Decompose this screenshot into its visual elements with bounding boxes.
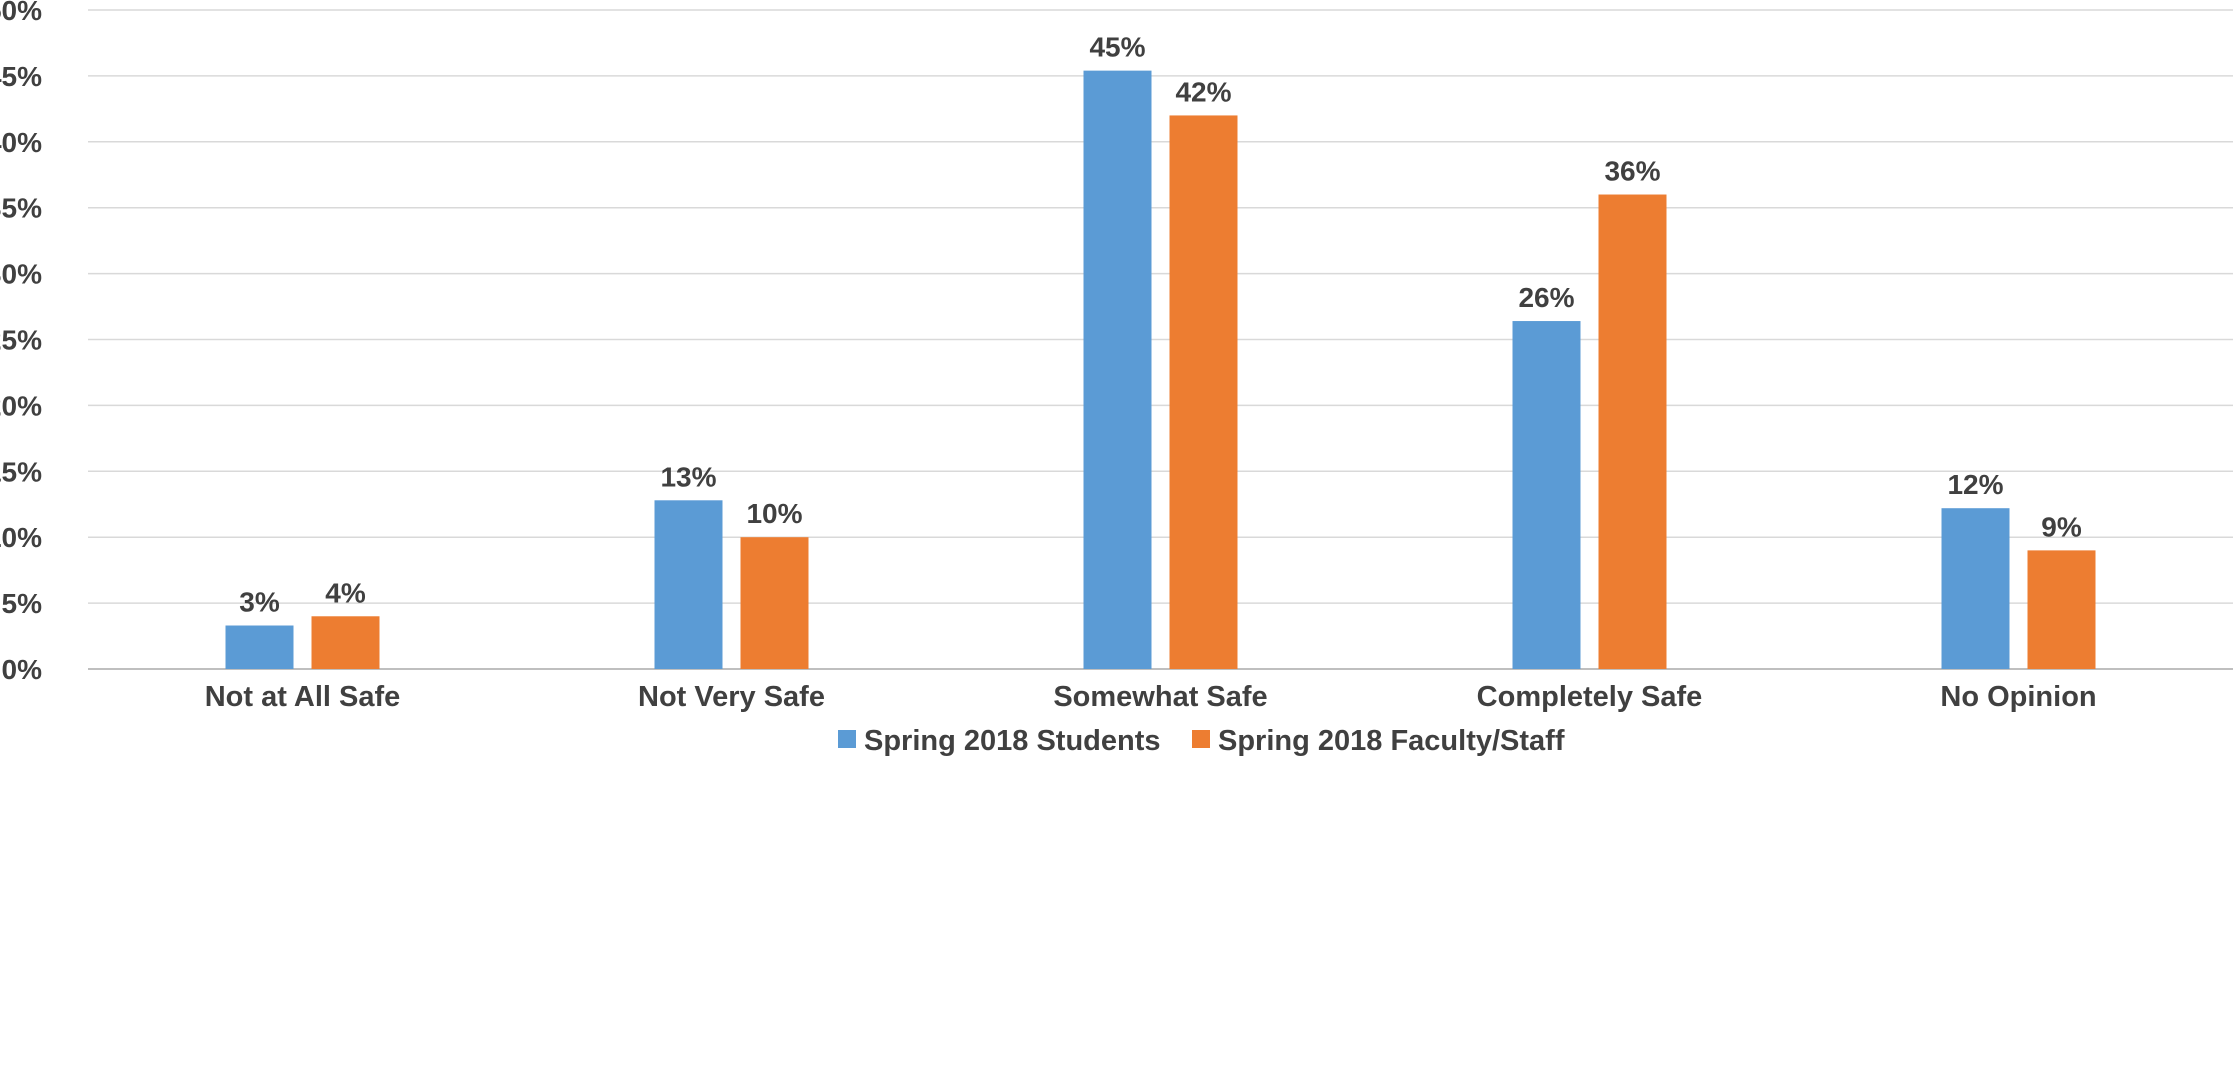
gridlines <box>88 9 2233 670</box>
bar <box>1512 321 1581 669</box>
bar <box>311 616 380 669</box>
legend: Spring 2018 Students Spring 2018 Faculty/… <box>838 725 1565 757</box>
bar <box>1598 194 1667 669</box>
y-tick-label: 25% <box>0 325 42 356</box>
data-label: 9% <box>2041 511 2082 542</box>
x-category-label: No Opinion <box>1940 681 2096 713</box>
x-category-label: Not at All Safe <box>205 681 401 713</box>
y-tick-label: 20% <box>0 390 42 421</box>
y-tick-label: 0% <box>2 654 43 685</box>
legend-swatch <box>1192 730 1210 748</box>
legend-swatch <box>838 730 856 748</box>
bar <box>740 537 809 669</box>
data-label: 3% <box>239 587 280 618</box>
data-label: 12% <box>1947 469 2003 500</box>
y-axis-tick-labels: 0% 5% 10% 15% 20% 25% 30% 35% 40% 45% 50% <box>0 0 42 685</box>
y-tick-label: 30% <box>0 259 42 290</box>
x-category-label: Somewhat Safe <box>1053 681 1267 713</box>
data-label: 26% <box>1518 282 1574 313</box>
bar <box>1941 508 2010 669</box>
data-label: 45% <box>1089 32 1145 63</box>
bar <box>2027 550 2096 669</box>
legend-label: Spring 2018 Students <box>864 725 1161 757</box>
legend-label: Spring 2018 Faculty/Staff <box>1218 725 1565 757</box>
data-label: 4% <box>325 577 366 608</box>
x-axis-category-labels: Not at All Safe Not Very Safe Somewhat Saf… <box>205 681 2097 713</box>
data-label: 13% <box>660 461 716 492</box>
bar <box>654 500 723 669</box>
data-labels: 3% 4% 13% 10% 45% 42% 26% 36% 12% 9% <box>239 32 2082 618</box>
data-label: 42% <box>1175 76 1231 107</box>
bar <box>1083 70 1152 670</box>
bar <box>225 625 294 669</box>
x-category-label: Completely Safe <box>1477 681 1703 713</box>
y-tick-label: 15% <box>0 456 42 487</box>
bars <box>225 70 2096 670</box>
x-category-label: Not Very Safe <box>638 681 825 713</box>
y-tick-label: 45% <box>0 61 42 92</box>
y-tick-label: 5% <box>2 588 43 619</box>
y-tick-label: 10% <box>0 522 42 553</box>
data-label: 36% <box>1604 156 1660 187</box>
y-tick-label: 35% <box>0 193 42 224</box>
y-tick-label: 50% <box>0 0 42 26</box>
bar <box>1169 115 1238 669</box>
data-label: 10% <box>746 498 802 529</box>
y-tick-label: 40% <box>0 127 42 158</box>
